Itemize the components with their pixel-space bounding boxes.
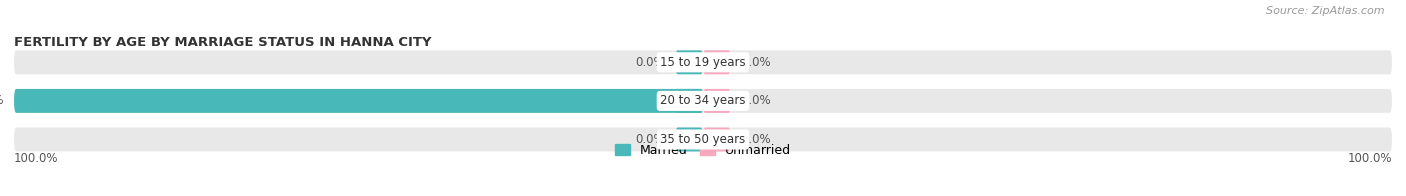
FancyBboxPatch shape [675, 50, 703, 74]
Text: 0.0%: 0.0% [636, 133, 665, 146]
Text: 100.0%: 100.0% [14, 152, 59, 164]
FancyBboxPatch shape [14, 89, 703, 113]
Text: 0.0%: 0.0% [741, 133, 770, 146]
FancyBboxPatch shape [703, 50, 731, 74]
FancyBboxPatch shape [703, 128, 731, 152]
FancyBboxPatch shape [14, 128, 1392, 152]
FancyBboxPatch shape [14, 89, 1392, 113]
Text: 100.0%: 100.0% [0, 94, 4, 107]
Text: 0.0%: 0.0% [741, 56, 770, 69]
Text: 100.0%: 100.0% [1347, 152, 1392, 164]
FancyBboxPatch shape [703, 89, 731, 113]
Text: 0.0%: 0.0% [636, 56, 665, 69]
Text: 15 to 19 years: 15 to 19 years [661, 56, 745, 69]
FancyBboxPatch shape [675, 128, 703, 152]
Text: 0.0%: 0.0% [741, 94, 770, 107]
Text: 35 to 50 years: 35 to 50 years [661, 133, 745, 146]
FancyBboxPatch shape [675, 89, 703, 113]
Text: FERTILITY BY AGE BY MARRIAGE STATUS IN HANNA CITY: FERTILITY BY AGE BY MARRIAGE STATUS IN H… [14, 36, 432, 49]
Text: Source: ZipAtlas.com: Source: ZipAtlas.com [1267, 6, 1385, 16]
Legend: Married, Unmarried: Married, Unmarried [610, 139, 796, 162]
Text: 20 to 34 years: 20 to 34 years [661, 94, 745, 107]
FancyBboxPatch shape [14, 50, 1392, 74]
